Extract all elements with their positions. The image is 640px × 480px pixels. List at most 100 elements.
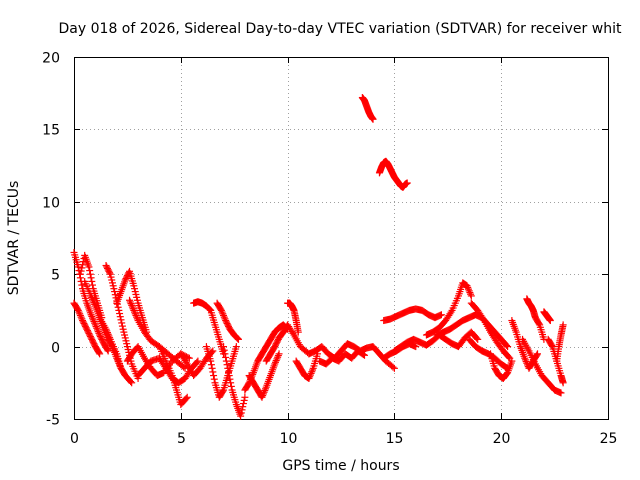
data-point: [111, 288, 119, 296]
data-point: [508, 357, 516, 365]
data-point: [87, 274, 95, 282]
data-point: [126, 298, 134, 306]
data-point: [505, 353, 513, 361]
data-point: [118, 319, 126, 327]
data-point: [206, 306, 214, 314]
data-point: [85, 263, 93, 271]
data-point: [115, 306, 123, 314]
data-point: [223, 361, 231, 369]
x-tick-label: 20: [493, 431, 511, 447]
data-point: [86, 267, 94, 275]
data-point: [261, 387, 269, 395]
y-tick-labels: -5 0 5 10 15 20: [42, 51, 60, 429]
data-point: [132, 311, 140, 319]
data-point: [447, 308, 455, 316]
data-point: [224, 364, 232, 372]
data-point: [78, 281, 86, 289]
data-point: [226, 375, 234, 383]
data-point: [232, 343, 240, 351]
data-point: [93, 324, 101, 332]
data-point: [464, 285, 472, 293]
data-point: [308, 368, 316, 376]
data-point: [412, 343, 420, 351]
x-tick-label: 0: [70, 431, 79, 447]
data-point: [220, 313, 228, 321]
data-point: [86, 270, 94, 278]
data-point: [116, 361, 124, 369]
data-point: [208, 348, 216, 356]
data-point: [76, 310, 84, 318]
data-point: [271, 358, 279, 366]
x-axis-label: GPS time / hours: [282, 458, 399, 474]
data-point: [127, 300, 135, 308]
data-point: [467, 290, 475, 298]
data-point: [437, 311, 445, 319]
data-point: [559, 321, 567, 329]
data-point: [275, 350, 283, 358]
data-point: [88, 294, 96, 302]
data-point: [78, 264, 86, 272]
data-point: [77, 313, 85, 321]
data-point: [220, 311, 228, 319]
data-point: [90, 299, 98, 307]
x-tick-labels: 0 5 10 15 20 25: [70, 431, 617, 447]
data-point: [180, 363, 188, 371]
data-point: [217, 306, 225, 314]
data-point: [88, 312, 96, 320]
plot-frame: [74, 57, 609, 420]
data-point: [103, 346, 111, 354]
data-point: [91, 319, 99, 327]
data-point: [258, 393, 266, 401]
y-axis-label: SDTVAR / TECUs: [6, 181, 22, 296]
data-marks: [70, 94, 567, 420]
data-point: [220, 346, 228, 354]
data-point: [273, 355, 281, 363]
data-point: [221, 315, 229, 323]
data-point: [93, 326, 101, 334]
data-point: [106, 269, 114, 277]
data-point: [209, 368, 217, 376]
data-point: [129, 305, 137, 313]
data-point: [182, 358, 190, 366]
data-point: [95, 329, 103, 337]
data-point: [503, 341, 511, 349]
y-tick-label: -5: [46, 413, 60, 429]
data-point: [114, 303, 122, 311]
data-point: [369, 115, 377, 123]
data-point: [467, 292, 475, 300]
axis-ticks: [74, 57, 609, 420]
data-point: [390, 364, 398, 372]
data-point: [210, 372, 218, 380]
data-point: [557, 389, 565, 397]
data-point: [116, 313, 124, 321]
data-point: [118, 322, 126, 330]
chart-title: Day 018 of 2026, Sidereal Day-to-day VTE…: [59, 21, 622, 37]
data-point: [237, 409, 245, 417]
data-point: [234, 335, 242, 343]
data-point: [360, 351, 368, 359]
data-point: [222, 357, 230, 365]
data-point: [103, 332, 111, 340]
data-point: [463, 282, 471, 290]
data-point: [133, 313, 141, 321]
y-tick-label: 15: [42, 123, 60, 139]
data-point: [96, 350, 104, 358]
data-point: [259, 390, 267, 398]
data-point: [87, 311, 95, 319]
data-point: [131, 310, 139, 318]
data-point: [225, 368, 233, 376]
data-point: [183, 393, 191, 401]
data-point: [221, 350, 229, 358]
data-point: [237, 412, 245, 420]
data-point: [126, 296, 134, 304]
data-point: [241, 393, 249, 401]
data-point: [307, 369, 315, 377]
data-point: [108, 341, 116, 349]
data-point: [193, 358, 201, 366]
data-point: [234, 335, 242, 343]
data-point: [522, 358, 530, 366]
data-point: [89, 316, 97, 324]
y-tick-label: 20: [42, 51, 60, 67]
data-point: [306, 371, 314, 379]
